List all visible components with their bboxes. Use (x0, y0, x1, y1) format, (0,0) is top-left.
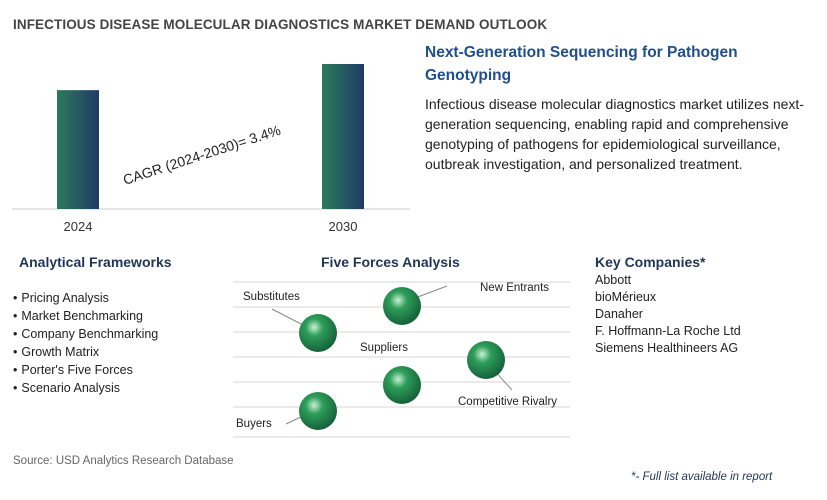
footnote: *- Full list available in report (631, 471, 773, 483)
list-item: Company Benchmarking (13, 325, 158, 343)
list-item: Danaher (595, 307, 643, 321)
frameworks-heading: Analytical Frameworks (19, 254, 172, 270)
frameworks-list: Pricing Analysis Market Benchmarking Com… (13, 289, 158, 397)
label-new-entrants: New Entrants (480, 282, 549, 294)
source-note: Source: USD Analytics Research Database (13, 455, 234, 467)
companies-list: Abbott bioMérieux Danaher F. Hoffmann-La… (595, 272, 741, 357)
label-buyers: Buyers (236, 418, 272, 430)
label-suppliers: Suppliers (360, 342, 408, 354)
info-body: Infectious disease molecular diagnostics… (425, 96, 804, 172)
connector-new-entrants (414, 285, 448, 299)
list-item: bioMérieux (595, 290, 657, 304)
list-item: Porter's Five Forces (13, 361, 158, 379)
bar-2024 (57, 90, 99, 209)
list-item: Scenario Analysis (13, 379, 158, 397)
sphere-substitutes (299, 314, 337, 352)
label-substitutes: Substitutes (243, 291, 300, 303)
label-competitive-rivalry: Competitive Rivalry (458, 396, 557, 408)
list-item: Siemens Healthineers AG (595, 341, 739, 355)
x-tick-label: 2030 (329, 219, 358, 234)
sphere-new-entrants (383, 287, 421, 325)
bar-2030 (322, 64, 364, 209)
list-item: Abbott (595, 273, 632, 287)
five-forces-heading: Five Forces Analysis (321, 254, 460, 270)
grid-lines (233, 281, 570, 438)
sphere-buyers (299, 392, 337, 430)
list-item: F. Hoffmann-La Roche Ltd (595, 324, 741, 338)
sphere-suppliers (383, 366, 421, 404)
companies-heading: Key Companies* (595, 254, 706, 270)
list-item: Growth Matrix (13, 343, 158, 361)
connector-substitutes (271, 308, 304, 326)
x-tick-label: 2024 (64, 219, 93, 234)
page-title: INFECTIOUS DISEASE MOLECULAR DIAGNOSTICS… (13, 17, 548, 32)
info-heading: Next-Generation Sequencing for Pathogen … (425, 44, 738, 84)
list-item: Market Benchmarking (13, 307, 158, 325)
list-item: Pricing Analysis (13, 289, 158, 307)
sphere-competitive-rivalry (467, 341, 505, 379)
